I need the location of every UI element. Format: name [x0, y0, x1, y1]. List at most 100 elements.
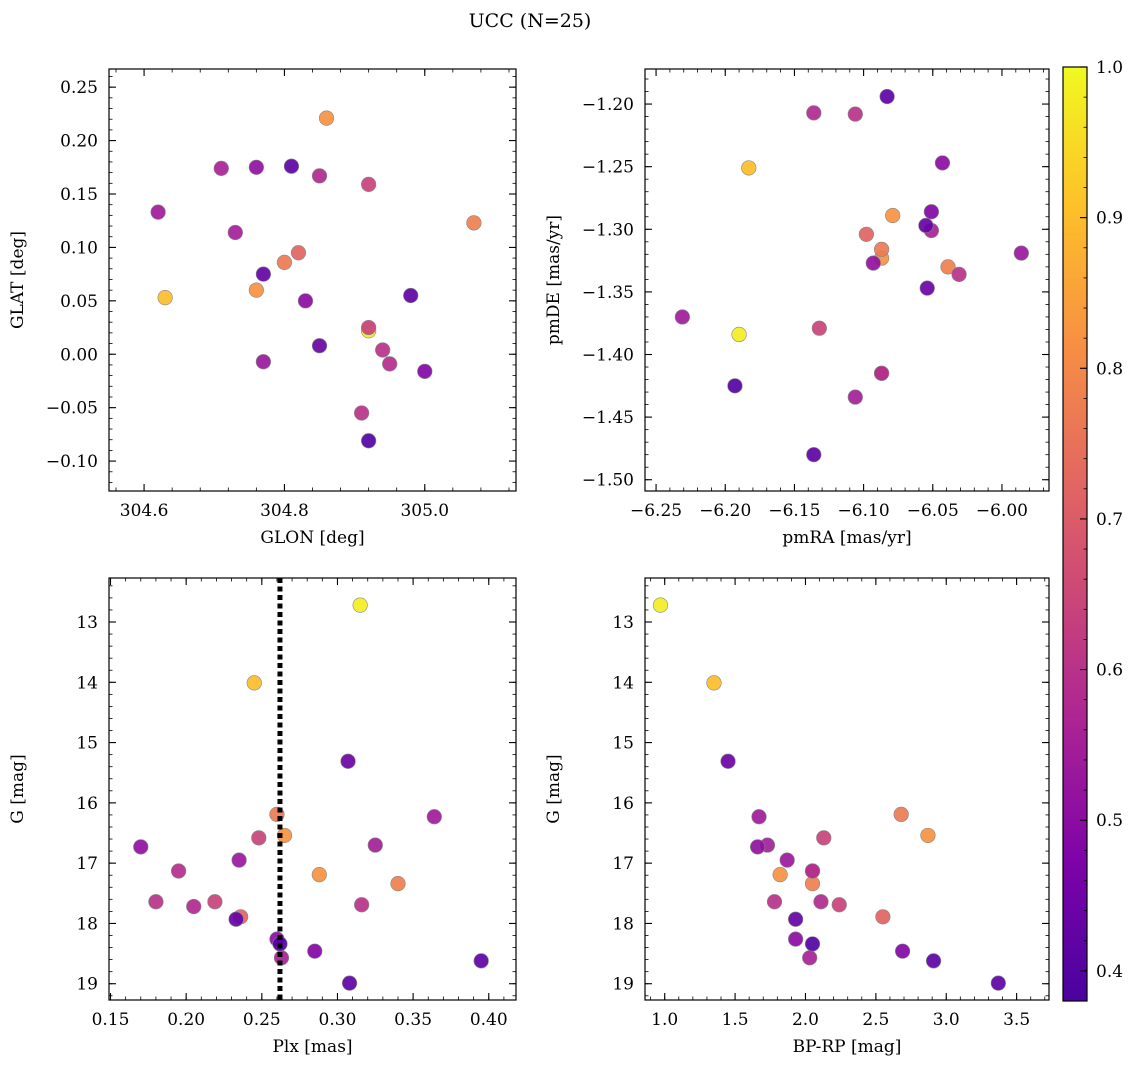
data-point [885, 207, 901, 224]
data-point [403, 287, 419, 304]
data-point [133, 839, 149, 855]
x-tick-label: −6.00 [976, 501, 1028, 521]
x-tick-label: 1.5 [722, 1010, 749, 1030]
axes-frame [108, 68, 517, 492]
data-point [246, 675, 262, 691]
data-point [895, 943, 911, 959]
y-tick-label: 14 [76, 673, 98, 693]
y-tick-label: 18 [76, 914, 98, 934]
y-tick-label: 14 [612, 673, 634, 693]
data-point [276, 254, 293, 270]
x-tick-label: −6.10 [838, 501, 890, 521]
colorbar-tick-label: 0.5 [1096, 811, 1123, 831]
colorbar-gradient [1063, 67, 1087, 1001]
data-point [466, 215, 482, 231]
y-tick-label: 13 [76, 613, 98, 633]
y-tick-label: 19 [76, 975, 98, 995]
y-tick-label: 16 [612, 794, 634, 814]
data-point [918, 217, 934, 234]
data-point [731, 326, 747, 343]
data-point [802, 950, 818, 966]
data-point [847, 389, 863, 405]
data-point [706, 675, 722, 691]
axes-frame [644, 68, 1050, 492]
x-tick-label: 304.6 [120, 501, 169, 521]
data-point [213, 160, 229, 176]
data-point [925, 953, 942, 969]
data-point [674, 309, 690, 325]
x-axis-label: pmRA [mas/yr] [782, 528, 911, 548]
data-point [990, 975, 1006, 991]
data-point [255, 354, 271, 370]
y-axis-label: GLAT [deg] [8, 231, 28, 329]
data-point [297, 293, 314, 309]
colorbar-tick-label: 0.7 [1096, 510, 1123, 530]
y-axis-label: G [mag] [544, 754, 564, 823]
markers [133, 597, 489, 991]
x-tick-label: 2.0 [792, 1010, 819, 1030]
data-point [231, 852, 247, 868]
data-point [148, 894, 164, 910]
y-tick-label: 13 [612, 613, 634, 633]
data-point [875, 909, 891, 925]
data-point [228, 911, 244, 927]
data-point [283, 158, 300, 174]
data-point [858, 226, 874, 242]
panel-plx-g: 0.15 0.20 0.25 0.30 0.35 0.40 13 14 15 16 17 18 19 Pl… [8, 577, 517, 1057]
x-tick-label: 304.8 [260, 501, 309, 521]
data-point [473, 953, 489, 969]
x-tick-label: −6.25 [630, 501, 682, 521]
data-point [804, 936, 821, 952]
data-point [865, 255, 881, 271]
data-point [390, 876, 406, 892]
data-point [290, 245, 307, 261]
y-tick-label: −1.30 [582, 220, 634, 240]
y-tick-label: 0.00 [60, 345, 98, 365]
y-tick-label: 0.05 [60, 292, 98, 312]
data-point [170, 863, 187, 879]
markers [674, 88, 1029, 463]
y-tick-label: 0.10 [60, 238, 98, 258]
data-point [341, 975, 358, 991]
data-point [923, 204, 939, 220]
y-tick-label: 0.25 [60, 78, 98, 98]
data-point [772, 867, 788, 883]
y-tick-label: −1.35 [582, 283, 634, 303]
data-point [311, 168, 328, 184]
y-tick-label: 15 [76, 734, 98, 754]
panels: 304.6 304.8 305.0 −0.10 −0.05 0.00 0.05 0.10 0.1… [8, 68, 1050, 1057]
colorbar-tick-label: 0.9 [1096, 209, 1123, 229]
y-tick-label: −1.50 [582, 471, 634, 491]
data-point [741, 160, 757, 176]
data-point [831, 897, 847, 913]
data-point [751, 809, 767, 825]
x-tick-label: 3.0 [933, 1010, 960, 1030]
y-tick-label: 15 [612, 734, 634, 754]
x-tick-label: 3.5 [1003, 1010, 1030, 1030]
colorbar-frame [1062, 66, 1088, 1002]
x-tick-label: 0.40 [470, 1010, 508, 1030]
y-axis-label: pmDE [mas/yr] [544, 215, 564, 345]
data-point [311, 867, 327, 883]
axes-frame [644, 577, 1050, 1001]
colorbar: 0.4 0.5 0.6 0.7 0.8 0.9 1.0 [1062, 58, 1123, 1002]
panel-color-g: 1.0 1.5 2.0 2.5 3.0 3.5 13 14 15 16 17 18 19 BP-RP [m… [544, 577, 1050, 1057]
x-tick-label: 0.15 [92, 1010, 130, 1030]
colorbar-tick-label: 0.6 [1096, 661, 1123, 681]
markers [652, 597, 1006, 991]
data-point [248, 282, 264, 298]
data-point [766, 894, 783, 910]
data-point [940, 259, 956, 275]
y-tick-label: 0.20 [60, 132, 98, 152]
data-point [382, 356, 398, 372]
x-tick-label: 305.0 [400, 501, 449, 521]
markers [150, 110, 482, 449]
y-tick-label: 16 [76, 794, 98, 814]
y-tick-label: −1.40 [582, 346, 634, 366]
data-point [186, 898, 202, 915]
y-tick-label: −0.05 [46, 399, 98, 419]
x-axis-label: Plx [mas] [272, 1037, 352, 1057]
y-tick-label: −1.25 [582, 158, 634, 178]
data-point [652, 597, 669, 613]
data-point [893, 806, 909, 822]
